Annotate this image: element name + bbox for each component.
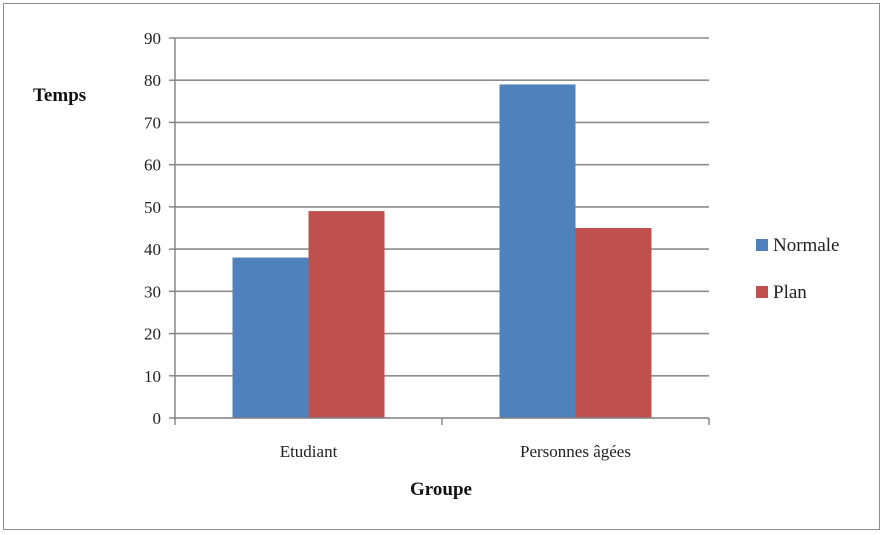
legend-label-plan: Plan [773, 282, 807, 303]
bar-plan-2 [575, 228, 652, 418]
chart-frame [3, 3, 880, 530]
y-tick-label: 40 [144, 240, 161, 259]
y-tick-label: 10 [144, 367, 161, 386]
bars [232, 84, 652, 418]
legend: Normale Plan [756, 235, 839, 303]
y-tick-label: 20 [144, 325, 161, 344]
legend-swatch-normale [756, 239, 768, 251]
y-tick-label: 60 [144, 156, 161, 175]
legend-swatch-plan [756, 286, 768, 298]
x-tick-label: Etudiant [280, 442, 338, 461]
bar-normale-2 [499, 84, 576, 418]
bar-normale-1 [232, 257, 309, 418]
legend-label-normale: Normale [773, 235, 839, 256]
y-tick-label: 30 [144, 282, 161, 301]
axes [174, 38, 710, 425]
y-tick-labels: 0 10 20 30 40 50 60 70 80 90 [144, 29, 161, 428]
x-axis-title: Groupe [410, 479, 472, 500]
x-tick-label: Personnes âgées [520, 442, 631, 461]
bar-plan-1 [308, 211, 385, 418]
y-tick-label: 80 [144, 71, 161, 90]
x-tick-labels: Etudiant Personnes âgées [280, 442, 631, 461]
y-tick-label: 70 [144, 113, 161, 132]
y-tick-label: 50 [144, 198, 161, 217]
y-axis-title: Temps [33, 85, 86, 106]
y-tick-label: 90 [144, 29, 161, 48]
y-tick-label: 0 [153, 409, 162, 428]
